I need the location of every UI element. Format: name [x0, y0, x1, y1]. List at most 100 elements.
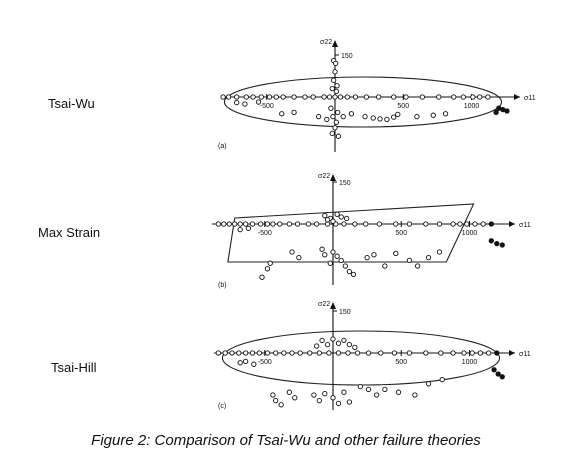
data-point-1-35: [334, 211, 340, 217]
data-point-1-50: [264, 266, 271, 272]
data-point-1-23: [423, 221, 429, 227]
data-point-1-20: [376, 221, 383, 227]
x-tick-label-1-2: 1000: [462, 230, 478, 237]
data-point-1-4: [237, 221, 243, 227]
data-point-0-50: [340, 113, 346, 120]
failure-envelope-1: [227, 203, 475, 263]
data-point-0-38: [330, 113, 336, 120]
data-point-2-31: [242, 358, 249, 365]
data-point-0-19: [376, 94, 382, 100]
data-point-1-56: [382, 263, 388, 269]
row-label-tsai-hill: Tsai-Hill: [51, 360, 97, 375]
data-point-1-55: [371, 252, 377, 258]
data-point-2-12: [307, 350, 313, 356]
failure-envelope-0: [223, 76, 503, 128]
data-point-2-55: [374, 392, 380, 398]
data-point-0-21: [403, 94, 409, 100]
data-point-0-48: [315, 113, 322, 120]
data-point-0-10: [302, 94, 308, 100]
data-point-2-35: [330, 336, 336, 342]
data-point-0-34: [329, 85, 335, 92]
data-point-0-42: [335, 133, 342, 139]
data-point-1-60: [425, 254, 432, 261]
data-point-0-37: [335, 109, 341, 116]
data-point-0-18: [363, 94, 370, 100]
data-point-1-2: [226, 221, 232, 227]
data-point-1-38: [330, 218, 336, 224]
y-tick-label-1-0: 150: [339, 180, 351, 187]
data-point-1-53: [296, 254, 302, 261]
data-point-2-24: [450, 350, 456, 356]
data-point-0-26: [470, 94, 476, 100]
data-point-1-63: [494, 240, 500, 247]
data-point-2-45: [292, 395, 298, 401]
data-point-1-27: [464, 221, 470, 227]
data-point-1-64: [499, 242, 505, 248]
data-point-2-0: [215, 350, 221, 356]
row-label-max-strain: Max Strain: [38, 225, 101, 240]
data-point-1-59: [414, 263, 421, 269]
data-point-2-30: [237, 360, 243, 366]
data-point-2-41: [270, 392, 276, 398]
data-point-1-11: [286, 221, 292, 227]
data-point-0-32: [330, 77, 337, 83]
data-point-0-14: [332, 94, 338, 100]
data-point-2-60: [439, 376, 445, 383]
data-point-1-28: [472, 221, 478, 227]
data-point-0-44: [242, 101, 248, 107]
data-point-2-9: [281, 350, 287, 356]
data-point-0-20: [391, 94, 397, 100]
data-point-2-4: [242, 350, 249, 356]
data-point-2-52: [346, 399, 353, 405]
data-point-1-14: [313, 221, 320, 227]
data-point-1-17: [341, 221, 347, 227]
data-point-0-24: [451, 94, 457, 100]
data-point-2-37: [341, 337, 347, 344]
data-point-1-52: [289, 249, 295, 255]
data-point-2-18: [365, 350, 372, 356]
data-point-2-44: [286, 389, 292, 395]
data-point-2-39: [313, 343, 320, 349]
data-point-0-4: [250, 94, 256, 100]
data-point-0-43: [234, 99, 240, 106]
x-tick-label-0-0: -500: [260, 103, 274, 110]
data-point-1-54: [364, 254, 370, 261]
data-point-0-36: [328, 105, 334, 111]
data-point-1-62: [488, 238, 494, 244]
y-axis-label-1: σ22: [318, 173, 330, 180]
data-point-2-2: [229, 350, 235, 356]
data-point-2-8: [273, 350, 279, 356]
x-tick-label-2-2: 1000: [462, 359, 478, 366]
data-point-0-11: [310, 94, 316, 100]
data-point-2-40: [352, 344, 358, 351]
data-point-2-49: [330, 395, 336, 401]
data-point-0-58: [414, 113, 420, 120]
data-point-0-27: [477, 94, 483, 100]
data-point-1-47: [346, 268, 353, 275]
data-point-0-5: [258, 94, 264, 100]
row-label-tsai-wu: Tsai-Wu: [48, 96, 95, 111]
data-point-2-15: [335, 350, 342, 356]
x-axis-label-2: σ11: [519, 351, 531, 358]
data-point-0-1: [225, 94, 232, 100]
data-point-2-50: [335, 400, 342, 407]
data-point-1-24: [436, 221, 443, 227]
failure-envelope-figure: σ11 σ22 -500 500 1000 150 (a) σ11 σ22 -500 500 1000…: [212, 39, 536, 410]
data-point-0-57: [395, 111, 401, 118]
data-point-0-16: [344, 94, 350, 100]
data-point-0-46: [279, 111, 285, 117]
y-tick-label-0-0: 150: [341, 53, 353, 60]
data-point-0-9: [291, 94, 297, 100]
data-point-0-39: [333, 119, 340, 125]
data-point-0-12: [321, 94, 327, 100]
data-point-1-26: [457, 221, 463, 227]
data-point-1-51: [259, 274, 265, 280]
data-point-2-16: [345, 350, 351, 356]
data-point-2-33: [319, 337, 325, 344]
data-point-0-23: [436, 94, 442, 100]
x-tick-label-2-1: 500: [395, 359, 407, 366]
data-point-0-28: [485, 94, 491, 100]
data-point-1-9: [270, 221, 276, 227]
data-point-1-3: [232, 221, 238, 227]
data-point-1-43: [330, 249, 336, 255]
